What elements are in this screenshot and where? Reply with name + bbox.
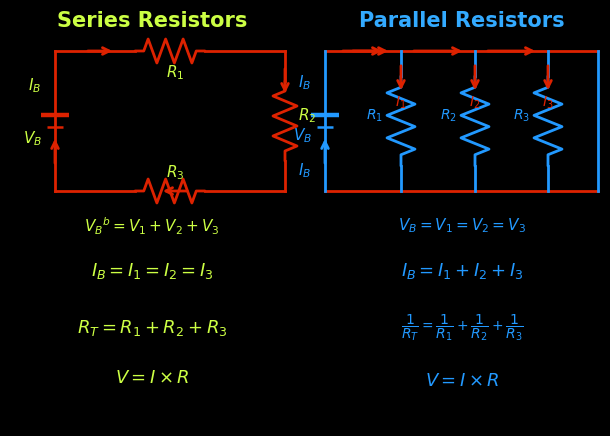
Text: $I_2$: $I_2$ xyxy=(469,95,481,111)
Text: $I_B = I_1 + I_2 + I_3$: $I_B = I_1 + I_2 + I_3$ xyxy=(401,261,523,281)
Text: $\dfrac{1}{R_T} = \dfrac{1}{R_1} + \dfrac{1}{R_2} + \dfrac{1}{R_3}$: $\dfrac{1}{R_T} = \dfrac{1}{R_1} + \dfra… xyxy=(401,313,523,344)
Text: $I_B$: $I_B$ xyxy=(298,74,312,92)
Text: $V_B = V_1 = V_2 = V_3$: $V_B = V_1 = V_2 = V_3$ xyxy=(398,217,526,235)
Text: $I_B$: $I_B$ xyxy=(29,77,41,95)
Text: $I_B$: $I_B$ xyxy=(298,162,312,181)
Text: $V_B$: $V_B$ xyxy=(23,129,43,148)
Text: $V_B{}^b = V_1 + V_2 + V_3$: $V_B{}^b = V_1 + V_2 + V_3$ xyxy=(84,215,220,237)
Text: $I_B = I_1 = I_2 = I_3$: $I_B = I_1 = I_2 = I_3$ xyxy=(91,261,214,281)
Text: $R_T = R_1 + R_2 + R_3$: $R_T = R_1 + R_2 + R_3$ xyxy=(77,318,228,338)
Text: Series Resistors: Series Resistors xyxy=(57,11,247,31)
Text: $R_3$: $R_3$ xyxy=(513,108,530,124)
Text: $R_2$: $R_2$ xyxy=(298,107,316,126)
Text: $R_1$: $R_1$ xyxy=(366,108,383,124)
Text: $V = I \times R$: $V = I \times R$ xyxy=(425,372,500,390)
Text: $I_1$: $I_1$ xyxy=(395,95,407,111)
Text: $R_2$: $R_2$ xyxy=(440,108,457,124)
Text: $V = I \times R$: $V = I \times R$ xyxy=(115,369,189,387)
Text: Parallel Resistors: Parallel Resistors xyxy=(359,11,565,31)
Text: $V_B$: $V_B$ xyxy=(293,126,312,145)
Text: $R_1$: $R_1$ xyxy=(166,64,184,82)
Text: $I_3$: $I_3$ xyxy=(542,95,554,111)
Text: $R_3$: $R_3$ xyxy=(166,164,184,182)
